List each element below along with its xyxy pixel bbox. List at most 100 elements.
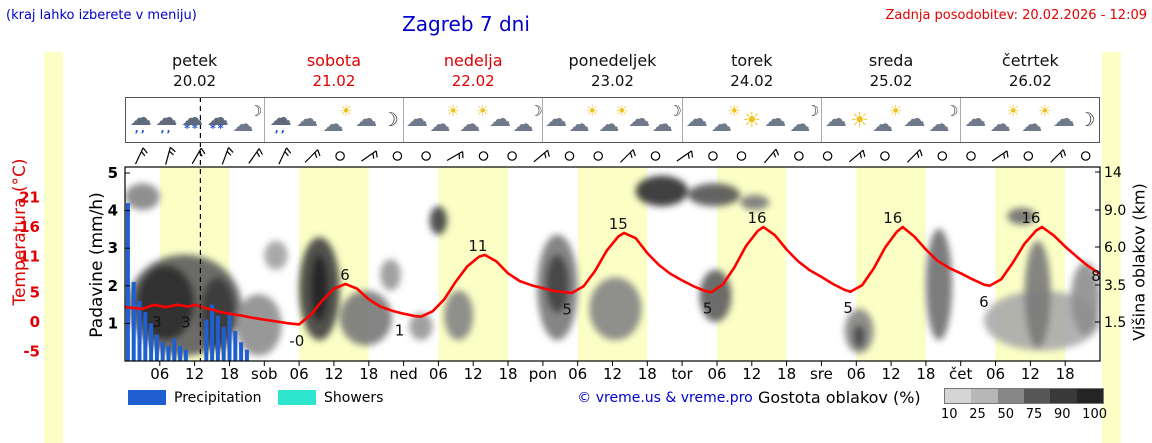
- wind-barb-icon: [533, 149, 550, 163]
- cloud-icon: ☁: [928, 112, 950, 136]
- temperature-curve: [125, 225, 1100, 326]
- svg-text:0: 0: [30, 313, 40, 331]
- density-tick-label: 100: [1082, 407, 1107, 422]
- rain-drops-icon: ‚‚: [134, 121, 147, 135]
- wind-barb-icon: [248, 148, 263, 164]
- wind-calm-icon: [966, 151, 976, 161]
- day-date: 20.02: [173, 72, 217, 90]
- moon-icon: ☽: [248, 102, 263, 120]
- icon-day-column-petek: ☁ ‚‚ ☁ ‚‚ ☁ ** ☁ ** ☽ ☁: [126, 98, 264, 142]
- svg-text:5: 5: [108, 164, 118, 182]
- moon-icon: ☽: [945, 102, 959, 120]
- svg-text:21: 21: [19, 188, 40, 206]
- svg-text:8: 8: [1091, 267, 1101, 285]
- svg-text:6: 6: [340, 266, 350, 284]
- wind-barb-icon: [620, 149, 636, 163]
- wind-calm-icon: [1080, 151, 1091, 161]
- svg-text:18: 18: [498, 365, 517, 383]
- svg-text:3: 3: [152, 313, 162, 331]
- day-date: 25.02: [869, 72, 913, 90]
- day-name: sreda: [868, 51, 914, 70]
- sun-icon: ☀: [446, 102, 460, 120]
- svg-text:3: 3: [181, 313, 191, 331]
- axis-tick-marks: [125, 171, 1100, 324]
- cloud-icon: ☁: [598, 112, 620, 136]
- day-name: nedelja: [443, 51, 503, 70]
- snow-flakes-icon: **: [184, 121, 200, 135]
- day-date: 22.02: [451, 72, 495, 90]
- density-tick-label: 25: [969, 407, 986, 422]
- cloud-icon: ☁: [129, 105, 152, 131]
- svg-text:16: 16: [1021, 209, 1040, 227]
- svg-text:15: 15: [609, 215, 628, 233]
- snow-flakes-icon: **: [209, 121, 226, 135]
- wind-calm-icon: [736, 151, 747, 161]
- density-tick-label: 10: [941, 407, 958, 422]
- snow-cloud-icon: ☁ **: [207, 107, 229, 135]
- wind-calm-icon: [1023, 151, 1034, 161]
- svg-text:18: 18: [359, 365, 378, 383]
- wind-barb-icon: [1050, 149, 1067, 163]
- cloud-icon: ☁: [824, 107, 847, 132]
- sun-behind-cloud-icon: ☀ ☁: [430, 102, 460, 135]
- rain-cloud-icon: ☁ ‚‚: [270, 107, 292, 135]
- sun-icon: ☀: [475, 102, 490, 120]
- snow-cloud-icon: ☁ **: [181, 105, 204, 135]
- sun-behind-cloud-icon: ☀ ☁: [1021, 104, 1051, 136]
- wind-barb-icon: [191, 147, 206, 165]
- density-tick-label: 50: [997, 407, 1015, 422]
- density-tick-label: 90: [1053, 407, 1071, 422]
- cloud-icon: ☁: [355, 107, 378, 132]
- svg-text:9.0: 9.0: [1104, 203, 1126, 219]
- svg-text:11: 11: [468, 237, 487, 255]
- wind-barb-icon: [906, 149, 923, 163]
- day-name: petek: [171, 51, 218, 70]
- day-header-sobota: sobota 21.02: [264, 51, 403, 91]
- cloud-icon: ☁: [711, 112, 732, 136]
- wind-row: [134, 146, 1091, 165]
- cloud-icon: ☁: [181, 105, 204, 131]
- cloud-icon: ☁: [296, 107, 319, 132]
- moon-icon: ☽: [668, 102, 682, 120]
- svg-text:čet: čet: [949, 365, 972, 383]
- wind-barb-icon: [991, 150, 1009, 162]
- x-axis-labels: 06 12 18 sob 06 12 18 ned 06 12 18 pon 06 12 18 tor 06 12…: [150, 361, 1075, 383]
- cloud-icon: ☁: [685, 107, 708, 132]
- sun-behind-cloud-icon: ☀ ☁: [872, 104, 902, 135]
- precipitation-legend-label: Precipitation: [174, 390, 262, 406]
- cloud-icon: ☁: [989, 112, 1011, 136]
- precipitation-legend-swatch: [128, 390, 166, 405]
- wind-barb-icon: [446, 150, 464, 162]
- svg-text:1.5: 1.5: [1104, 315, 1126, 331]
- left-accent-strip: [44, 52, 63, 443]
- density-segment-100: [1076, 389, 1103, 403]
- sun-icon: ☀: [339, 102, 353, 120]
- svg-text:12: 12: [324, 365, 343, 383]
- svg-text:4: 4: [108, 202, 118, 220]
- weather-icon-strip: ☁ ‚‚ ☁ ‚‚ ☁ ** ☁ ** ☽ ☁ ☁ ‚‚ ☁ ☀ ☁ ☁ ☽ ☁ ☀ ☁ ☀ ☁ ☁ ☽ ☁ ☁ ☀ ☁ ☀ ☁ ☁ ☽ ☁ ☁ ☀…: [125, 97, 1100, 143]
- right-accent-strip: [1102, 52, 1121, 443]
- sun-behind-cloud-icon: ☀ ☁: [989, 102, 1020, 136]
- day-name: sobota: [306, 51, 361, 70]
- rain-drops-icon: ‚‚: [274, 121, 287, 135]
- wind-calm-icon: [335, 151, 345, 161]
- svg-text:1: 1: [395, 322, 405, 340]
- page-title: Zagreb 7 dni: [402, 12, 530, 36]
- day-header-ponedeljek: ponedeljek 23.02: [543, 51, 682, 91]
- svg-text:12: 12: [464, 365, 483, 383]
- day-header-četrtek: četrtek 26.02: [961, 51, 1100, 91]
- wind-calm-icon: [507, 151, 517, 161]
- cloud-icon: ☁: [1021, 112, 1043, 136]
- density-segment-25: [971, 389, 998, 403]
- wind-barb-icon: [134, 147, 148, 165]
- wind-calm-icon: [937, 151, 948, 161]
- sun-behind-cloud-icon: ☀ ☁: [711, 104, 741, 136]
- sun-icon: ☀: [1006, 102, 1020, 120]
- cloud-density-legend-label: Gostota oblakov (%): [758, 388, 921, 407]
- svg-text:pon: pon: [529, 365, 557, 383]
- copyright-links[interactable]: © vreme.us & vreme.pro: [577, 390, 753, 406]
- svg-text:3: 3: [108, 239, 118, 257]
- svg-text:06: 06: [290, 365, 309, 383]
